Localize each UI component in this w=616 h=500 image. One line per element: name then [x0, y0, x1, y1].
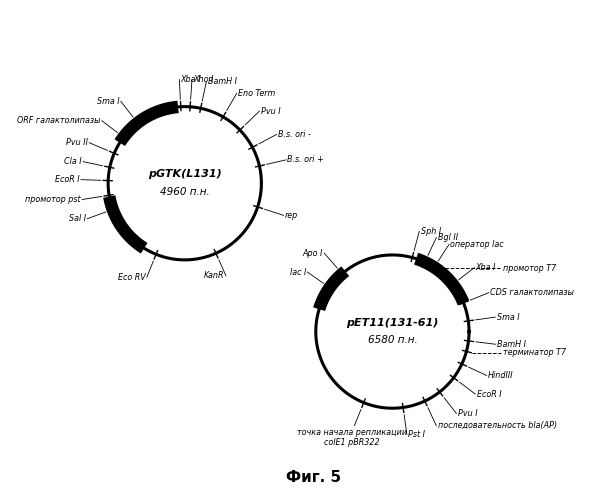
Text: EcoR I: EcoR I — [55, 175, 79, 184]
Text: Sma I: Sma I — [97, 97, 120, 106]
Text: pGTK(L131): pGTK(L131) — [148, 170, 222, 179]
Text: Xba I: Xba I — [476, 263, 496, 272]
Text: Bgl II: Bgl II — [438, 233, 458, 242]
Text: rep: rep — [285, 211, 298, 220]
Text: промотор T7: промотор T7 — [503, 264, 556, 273]
Text: EcoR I: EcoR I — [477, 390, 501, 398]
Text: точка начала репликации
colE1 pBR322: точка начала репликации colE1 pBR322 — [297, 428, 407, 448]
Text: lac I: lac I — [290, 268, 306, 276]
Text: промотор pst: промотор pst — [25, 195, 81, 204]
Text: Eco RV: Eco RV — [118, 272, 145, 281]
Text: оператор lac: оператор lac — [450, 240, 504, 249]
Text: HindIII: HindIII — [488, 371, 514, 380]
Text: Sph I: Sph I — [421, 227, 441, 236]
Text: BamH I: BamH I — [497, 340, 526, 348]
Text: Eno Term: Eno Term — [238, 89, 275, 98]
Text: Xba I: Xba I — [181, 75, 201, 84]
Text: B.s. ori -: B.s. ori - — [278, 130, 311, 139]
Text: Pst I: Pst I — [408, 430, 426, 439]
Text: Фиг. 5: Фиг. 5 — [286, 470, 341, 485]
Text: Pvu II: Pvu II — [66, 138, 87, 147]
Text: B.s. ori +: B.s. ori + — [288, 156, 324, 164]
Text: ORF галактолипазы: ORF галактолипазы — [17, 116, 100, 126]
Text: Sal I: Sal I — [68, 214, 86, 224]
Text: Xho I: Xho I — [193, 75, 214, 84]
Text: KanR: KanR — [204, 272, 224, 280]
Text: pET11(131-61): pET11(131-61) — [346, 318, 439, 328]
Text: 6580 п.н.: 6580 п.н. — [368, 336, 417, 345]
Text: Sma I: Sma I — [496, 312, 519, 322]
Text: CDS галактолипазы: CDS галактолипазы — [490, 288, 574, 297]
Text: Pvu I: Pvu I — [261, 106, 280, 116]
Text: Cla I: Cla I — [64, 157, 82, 166]
Text: BamH I: BamH I — [208, 77, 237, 86]
Text: 4960 п.н.: 4960 п.н. — [160, 187, 209, 197]
Text: последовательность bla(AP): последовательность bla(AP) — [438, 421, 557, 430]
Text: Pvu I: Pvu I — [458, 409, 477, 418]
Text: Apo I: Apo I — [302, 248, 323, 258]
Text: терминатор T7: терминатор T7 — [503, 348, 566, 358]
